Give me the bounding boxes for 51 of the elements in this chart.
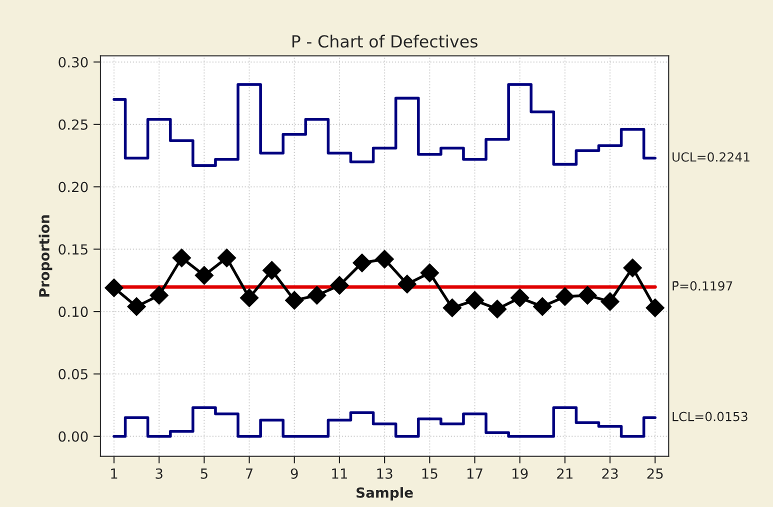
y-tick-label: 0.15 (58, 244, 88, 255)
x-tick-label: 17 (467, 468, 482, 479)
point (556, 287, 574, 306)
point (127, 297, 146, 316)
point (217, 248, 236, 268)
point (285, 290, 304, 310)
point (308, 286, 326, 305)
x-tick-label: 19 (512, 468, 528, 479)
x-axis-title: Sample (356, 487, 413, 501)
x-tick-label: 1 (111, 468, 118, 479)
x-tick-label: 3 (156, 468, 162, 479)
point (510, 288, 530, 308)
y-axis-title: Proportion (38, 215, 52, 297)
point (578, 286, 597, 305)
point (623, 258, 642, 278)
point (420, 264, 440, 282)
y-tick-label: 0.05 (58, 368, 88, 380)
x-tick-label: 11 (332, 468, 348, 479)
x-tick-label: 25 (647, 468, 663, 479)
point (352, 254, 372, 272)
point (600, 292, 620, 311)
y-tick-label: 0.00 (58, 431, 88, 442)
x-tick-label: 21 (557, 468, 572, 479)
y-tick-label: 0.30 (58, 56, 88, 68)
series-label: UCL=0.2241 (672, 152, 750, 162)
point (375, 250, 394, 269)
point (330, 276, 349, 295)
chart-title: P - Chart of Defectives (292, 34, 478, 48)
point (240, 288, 259, 308)
y-tick-label: 0.25 (58, 119, 88, 130)
point (488, 300, 507, 318)
point (172, 248, 192, 268)
point (262, 261, 282, 280)
point (442, 298, 462, 318)
point (104, 278, 124, 298)
point (150, 286, 168, 305)
point (533, 297, 552, 316)
x-tick-label: 15 (422, 468, 438, 479)
y-tick-label: 0.20 (58, 182, 88, 192)
point (465, 290, 484, 310)
ref-line-label: P̄=0.1197 (672, 281, 732, 291)
x-tick-label: 5 (200, 468, 208, 479)
point (646, 298, 664, 318)
point (194, 266, 214, 285)
point (398, 274, 416, 294)
x-tick-label: 9 (290, 468, 298, 479)
series-label: LCL=0.0153 (672, 412, 748, 422)
y-tick-label: 0.10 (58, 306, 88, 318)
x-tick-label: 7 (246, 468, 253, 479)
x-tick-label: 13 (377, 468, 392, 479)
x-tick-label: 23 (602, 468, 618, 479)
